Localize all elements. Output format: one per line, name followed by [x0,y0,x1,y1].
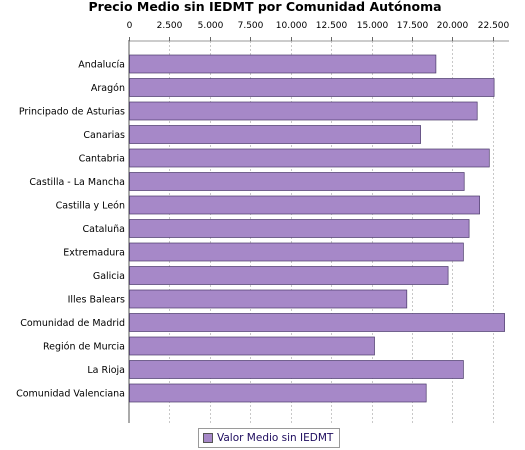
category-label: Principado de Asturias [19,107,125,118]
category-label: Comunidad Valenciana [16,389,125,400]
category-label: Illes Balears [68,295,125,306]
category-label: La Rioja [87,365,125,376]
bar [129,172,465,191]
bar [129,148,490,168]
category-labels: Andalucía Aragón Principado de Asturias Can… [16,60,125,400]
legend: Valor Medio sin IEDMT [198,428,341,448]
bar [129,266,449,285]
category-label: Región de Murcia [43,342,125,353]
bar [129,125,421,144]
category-label: Canarias [83,130,125,141]
bar [129,289,408,309]
category-label: Cantabria [79,154,125,165]
category-label: Andalucía [78,60,125,71]
bar [129,313,505,332]
x-tick-label: 22.500 [478,21,510,31]
bar [129,195,480,215]
bar [129,78,495,97]
bar [129,383,427,403]
x-tick-label: 12.500 [316,21,348,31]
x-tick-label: 10.000 [276,21,308,31]
category-label: Aragón [91,83,125,94]
x-tick-label: 2.500 [157,21,183,31]
x-tick-label: 7.500 [238,21,264,31]
category-label: Castilla y León [56,201,125,212]
legend-label: Valor Medio sin IEDMT [217,432,334,444]
x-tick-label: 5.000 [198,21,224,31]
x-tick-label: 0 [127,21,133,31]
x-tick-label: 15.000 [357,21,389,31]
x-tick-label: 20.000 [437,21,469,31]
category-label: Comunidad de Madrid [20,318,125,329]
bar [129,101,478,121]
category-label: Galicia [93,271,125,282]
chart-title: Precio Medio sin IEDMT por Comunidad Aut… [88,0,441,14]
bar [129,219,470,238]
bar [129,242,464,262]
x-axis: 0 2.500 5.000 7.500 10.000 12.500 15.000 17.500… [127,21,510,423]
category-label: Castilla - La Mancha [29,177,125,188]
bar [129,336,375,356]
category-label: Extremadura [63,248,125,259]
bar [129,54,437,74]
legend-swatch [203,433,213,443]
category-label: Cataluña [82,224,125,235]
x-tick-label: 17.500 [397,21,429,31]
bars [129,54,505,403]
bar [129,360,464,379]
